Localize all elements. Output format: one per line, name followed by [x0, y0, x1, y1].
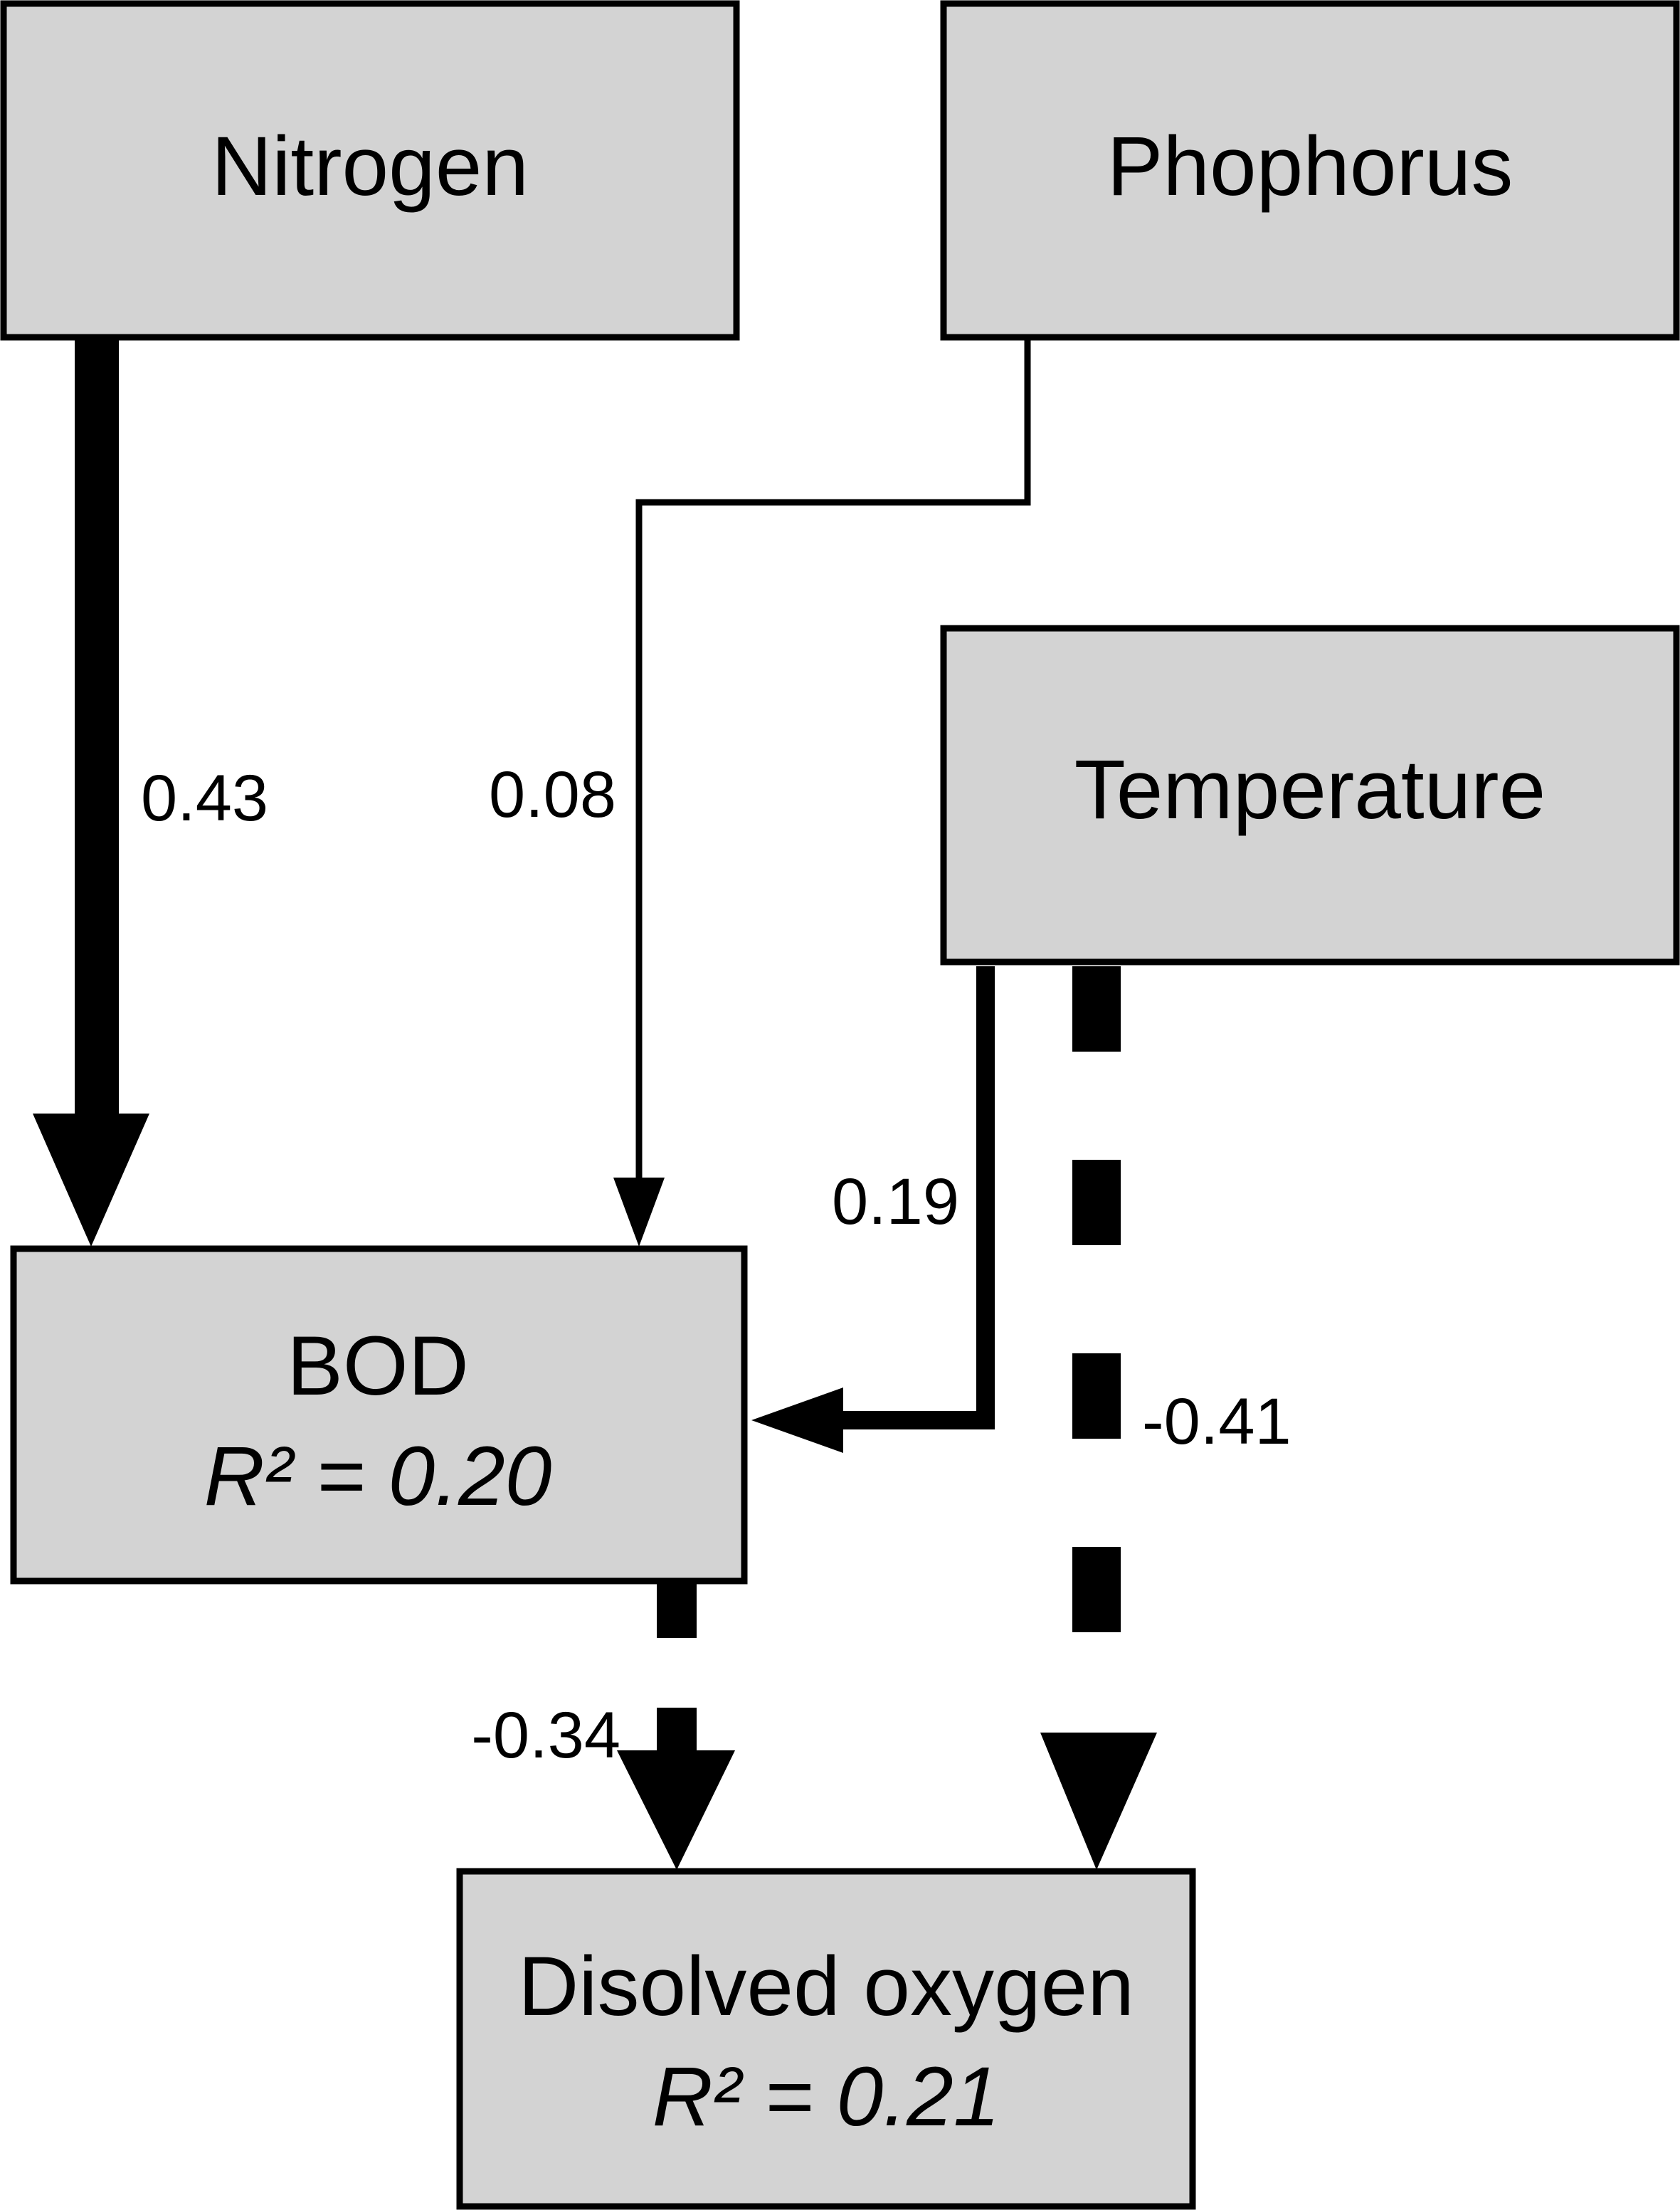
edge-temperature-to-do	[1040, 966, 1157, 1870]
edge-temperature-to-bod	[751, 966, 995, 1453]
coef-nitrogen-to-bod: 0.43	[141, 762, 268, 835]
edge-nitrogen-to-bod	[33, 337, 149, 1247]
node-nitrogen: Nitrogen	[0, 0, 740, 341]
arrowhead-phosphorus-to-bod	[613, 1178, 665, 1247]
arrowhead-temperature-to-do	[1040, 1733, 1157, 1870]
node-dissolved-oxygen-r2: R² = 0.21	[653, 2050, 1000, 2144]
arrowhead-temperature-to-bod	[751, 1387, 843, 1453]
node-dissolved-oxygen-label: Disolved oxygen	[518, 1940, 1134, 2034]
node-nitrogen-label: Nitrogen	[211, 120, 529, 213]
coef-temperature-to-do: -0.41	[1142, 1385, 1291, 1458]
edge-phosphorus-to-bod	[613, 337, 1031, 1247]
edge-bod-to-do	[617, 1584, 735, 1870]
node-dissolved-oxygen: Disolved oxygen R² = 0.21	[456, 1868, 1196, 2210]
node-phosphorus: Phophorus	[940, 0, 1680, 341]
coef-bod-to-do: -0.34	[471, 1699, 620, 1772]
node-bod-label: BOD	[287, 1319, 469, 1413]
node-temperature-label: Temperature	[1074, 743, 1546, 837]
node-temperature: Temperature	[940, 625, 1680, 966]
arrowhead-bod-to-do	[617, 1750, 735, 1870]
node-phosphorus-label: Phophorus	[1107, 120, 1513, 213]
node-bod: BOD R² = 0.20	[10, 1245, 748, 1585]
arrowhead-nitrogen-to-bod	[33, 1114, 149, 1247]
coef-phosphorus-to-bod: 0.08	[489, 758, 616, 831]
node-bod-r2: R² = 0.20	[204, 1429, 552, 1523]
coef-temperature-to-bod: 0.19	[832, 1165, 959, 1238]
